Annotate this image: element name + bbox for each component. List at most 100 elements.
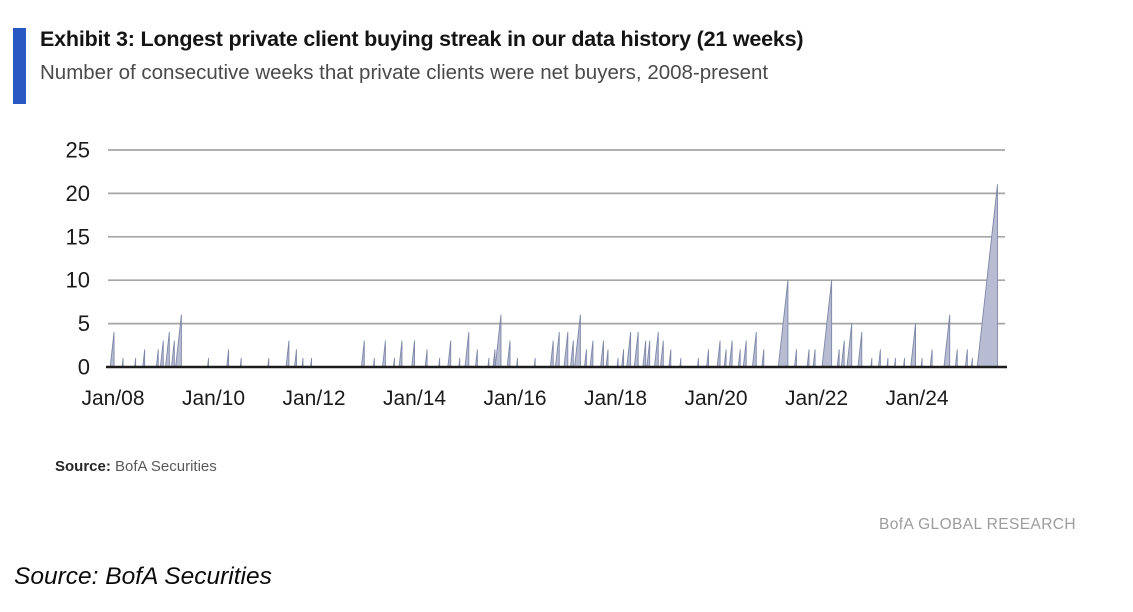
streak-spike-43 [605,349,609,368]
streak-spike-58 [728,340,733,368]
streak-spike-47 [633,331,639,368]
streak-spike-28 [474,349,478,368]
y-tick-label-10: 10 [66,268,90,293]
streak-spike-76 [903,357,905,368]
streak-spike-12 [267,357,270,368]
streak-spike-1 [121,357,124,368]
brand-line: BofA GLOBAL RESEARCH [879,516,1076,533]
streak-spike-52 [668,349,672,368]
streak-spike-59 [737,349,741,368]
streak-spike-40 [584,349,587,368]
source-label: Source: [55,458,111,475]
x-tick-label-Jan/14: Jan/14 [383,387,446,410]
streak-spike-57 [723,349,727,368]
y-tick-label-20: 20 [66,181,90,206]
streak-spike-9 [207,357,209,368]
streak-spike-46 [626,331,632,368]
streak-spike-65 [806,349,810,368]
streak-spike-62 [761,349,765,368]
streak-spike-80 [943,314,951,368]
streak-spike-49 [646,340,651,368]
x-tick-label-Jan/22: Jan/22 [785,387,848,410]
source-line: Source: BofA Securities [55,458,217,475]
streak-spike-15 [301,357,304,368]
streak-spike-26 [458,357,461,368]
streak-spike-71 [857,331,863,368]
streak-spike-51 [659,340,664,368]
streak-spike-72 [870,357,873,368]
exhibit-title: Exhibit 3: Longest private client buying… [40,27,804,51]
streak-spike-33 [516,357,518,368]
streak-spike-41 [589,340,594,368]
streak-chart: 0 5 10 15 20 25 Jan/08 Jan/10 Jan/12 Jan/14 Jan/16… [66,138,1007,410]
streak-spike-32 [506,340,511,368]
streak-spike-29 [487,357,490,368]
streak-spike-5 [159,340,164,368]
x-tick-label-Jan/18: Jan/18 [584,387,647,410]
streak-spike-35 [549,340,554,368]
streak-spike-8 [175,314,182,368]
streak-spike-83 [970,357,973,368]
streak-spike-36 [554,331,560,368]
streak-spike-31 [494,314,502,368]
streak-spike-82 [964,349,968,368]
streak-spike-66 [812,349,816,368]
streak-spike-37 [563,331,569,368]
streak-spike-11 [239,357,242,368]
streak-spike-68 [836,349,840,368]
streak-spike-79 [929,349,933,368]
streak-spike-2 [134,357,137,368]
streak-spike-78 [920,357,923,368]
streak-spike-45 [621,349,625,368]
streak-spike-56 [716,340,721,368]
streak-spike-16 [310,357,312,368]
y-tick-label-5: 5 [78,311,90,336]
streak-spike-53 [679,357,682,368]
streak-spike-18 [372,357,375,368]
streak-spike-21 [398,340,403,368]
streak-spike-84 [976,184,998,368]
x-tick-label-Jan/12: Jan/12 [283,387,346,410]
streak-spike-19 [382,340,386,368]
caption-source: Source: BofA Securities [14,563,272,590]
streak-spike-23 [424,349,428,368]
streak-spike-13 [285,340,290,368]
streak-spike-70 [846,323,853,368]
x-tick-label-Jan/10: Jan/10 [182,387,245,410]
x-tick-label-Jan/24: Jan/24 [886,387,949,410]
streak-spike-60 [742,340,747,368]
streak-spike-17 [360,340,365,368]
streak-spike-7 [170,340,175,368]
y-tick-label-25: 25 [66,138,90,163]
streak-spike-64 [794,349,797,368]
streak-spike-27 [464,331,470,368]
streak-spike-25 [447,340,452,368]
streak-spike-69 [840,340,845,368]
streak-spike-55 [706,349,709,368]
exhibit-accent-bar [13,28,26,104]
x-tick-label-Jan/20: Jan/20 [685,387,748,410]
streak-spike-77 [910,323,916,368]
streak-spike-75 [894,357,896,368]
streak-spike-73 [878,349,881,368]
streak-spike-6 [165,331,170,368]
x-tick-label-Jan/08: Jan/08 [81,387,144,410]
streak-spike-54 [697,357,699,368]
y-tick-label-0: 0 [78,355,90,380]
streak-spike-24 [438,357,441,368]
streak-spike-30 [492,349,496,368]
streak-spike-50 [653,331,659,368]
streak-spike-20 [393,357,395,368]
streak-spike-44 [616,357,619,368]
streak-spike-48 [642,340,647,368]
x-tick-label-Jan/16: Jan/16 [484,387,547,410]
streak-spike-3 [142,349,146,368]
streak-spike-34 [533,357,536,368]
y-tick-label-15: 15 [66,224,90,249]
source-text: BofA Securities [115,458,217,475]
streak-spike-4 [155,349,159,368]
streak-spike-39 [574,314,581,368]
streak-spike-0 [109,331,115,368]
streak-spike-10 [226,349,230,368]
